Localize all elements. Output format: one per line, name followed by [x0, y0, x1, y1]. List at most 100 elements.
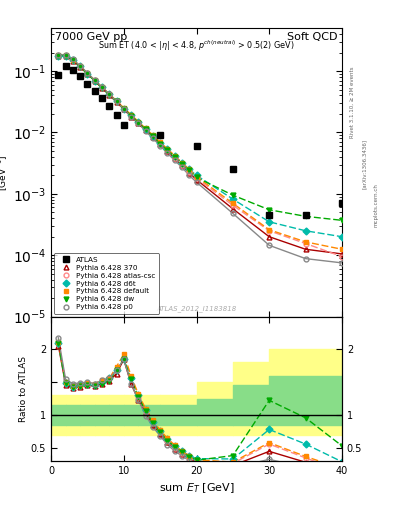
Pythia 6.428 atlas-csc: [56, 53, 61, 59]
Pythia 6.428 atlas-csc: [78, 63, 83, 70]
Pythia 6.428 370: [78, 64, 83, 70]
Pythia 6.428 p0: [78, 62, 83, 69]
Line: Pythia 6.428 atlas-csc: Pythia 6.428 atlas-csc: [56, 53, 344, 259]
Pythia 6.428 default: [267, 227, 272, 233]
Pythia 6.428 p0: [194, 179, 199, 185]
Text: Soft QCD: Soft QCD: [287, 32, 338, 42]
Pythia 6.428 dw: [231, 192, 235, 198]
Pythia 6.428 d6t: [180, 160, 184, 166]
Line: ATLAS: ATLAS: [55, 63, 345, 218]
Pythia 6.428 p0: [143, 128, 148, 134]
Pythia 6.428 default: [158, 139, 163, 145]
Pythia 6.428 p0: [129, 114, 134, 120]
Pythia 6.428 d6t: [107, 91, 112, 97]
Pythia 6.428 atlas-csc: [340, 253, 344, 260]
Pythia 6.428 d6t: [129, 112, 134, 118]
Pythia 6.428 370: [85, 71, 90, 77]
X-axis label: sum $E_T$ [GeV]: sum $E_T$ [GeV]: [159, 481, 234, 495]
Pythia 6.428 d6t: [121, 106, 126, 112]
Pythia 6.428 dw: [121, 106, 126, 112]
Pythia 6.428 370: [303, 246, 308, 252]
Y-axis label: $\frac{1}{N_{\rm evt}} \frac{d N_{\rm evt}}{d\,{\rm sum}\,E_T}$
[GeV$^{-1}$]: $\frac{1}{N_{\rm evt}} \frac{d N_{\rm ev…: [0, 152, 10, 193]
Pythia 6.428 dw: [71, 57, 75, 63]
Pythia 6.428 370: [63, 53, 68, 59]
Pythia 6.428 dw: [100, 85, 105, 91]
Pythia 6.428 atlas-csc: [165, 147, 170, 154]
Pythia 6.428 370: [71, 57, 75, 63]
Pythia 6.428 atlas-csc: [173, 155, 177, 161]
ATLAS: [194, 143, 199, 149]
Pythia 6.428 d6t: [340, 233, 344, 240]
Pythia 6.428 atlas-csc: [231, 202, 235, 208]
Pythia 6.428 p0: [121, 106, 126, 112]
ATLAS: [100, 95, 105, 101]
Pythia 6.428 p0: [136, 120, 141, 126]
Pythia 6.428 dw: [143, 126, 148, 133]
ATLAS: [121, 122, 126, 129]
Pythia 6.428 d6t: [71, 57, 75, 63]
Text: mcplots.cern.ch: mcplots.cern.ch: [373, 183, 378, 227]
Text: Rivet 3.1.10, ≥ 2M events: Rivet 3.1.10, ≥ 2M events: [350, 67, 355, 138]
Text: 7000 GeV pp: 7000 GeV pp: [55, 32, 128, 42]
Pythia 6.428 d6t: [267, 219, 272, 225]
Pythia 6.428 default: [303, 239, 308, 245]
Pythia 6.428 dw: [180, 161, 184, 167]
Pythia 6.428 atlas-csc: [63, 53, 68, 59]
Pythia 6.428 dw: [173, 154, 177, 160]
Pythia 6.428 default: [85, 70, 90, 76]
Pythia 6.428 d6t: [136, 119, 141, 125]
Pythia 6.428 p0: [107, 91, 112, 97]
Pythia 6.428 370: [56, 53, 61, 59]
Pythia 6.428 dw: [114, 98, 119, 104]
Pythia 6.428 dw: [187, 167, 192, 174]
Line: Pythia 6.428 d6t: Pythia 6.428 d6t: [56, 53, 344, 239]
Pythia 6.428 p0: [158, 142, 163, 148]
ATLAS: [63, 63, 68, 69]
Pythia 6.428 default: [143, 125, 148, 132]
Pythia 6.428 d6t: [100, 84, 105, 91]
Pythia 6.428 d6t: [231, 196, 235, 202]
Pythia 6.428 dw: [92, 78, 97, 84]
Pythia 6.428 370: [151, 134, 155, 140]
Pythia 6.428 default: [92, 77, 97, 83]
Pythia 6.428 default: [180, 160, 184, 166]
Pythia 6.428 atlas-csc: [143, 126, 148, 133]
Pythia 6.428 370: [187, 170, 192, 176]
Pythia 6.428 atlas-csc: [267, 228, 272, 234]
Pythia 6.428 atlas-csc: [303, 241, 308, 247]
Pythia 6.428 370: [100, 85, 105, 91]
Pythia 6.428 default: [129, 112, 134, 118]
Pythia 6.428 d6t: [187, 166, 192, 173]
Pythia 6.428 d6t: [303, 228, 308, 234]
Pythia 6.428 p0: [303, 255, 308, 262]
Pythia 6.428 370: [136, 120, 141, 126]
Pythia 6.428 dw: [107, 92, 112, 98]
Pythia 6.428 p0: [180, 164, 184, 170]
ATLAS: [107, 103, 112, 109]
Pythia 6.428 p0: [92, 77, 97, 83]
Line: Pythia 6.428 default: Pythia 6.428 default: [56, 53, 344, 252]
Pythia 6.428 dw: [303, 214, 308, 220]
Legend: ATLAS, Pythia 6.428 370, Pythia 6.428 atlas-csc, Pythia 6.428 d6t, Pythia 6.428 : ATLAS, Pythia 6.428 370, Pythia 6.428 at…: [54, 253, 159, 314]
Pythia 6.428 default: [187, 166, 192, 173]
Pythia 6.428 370: [121, 106, 126, 112]
Pythia 6.428 p0: [85, 70, 90, 76]
ATLAS: [56, 72, 61, 78]
Line: Pythia 6.428 370: Pythia 6.428 370: [56, 54, 344, 257]
Pythia 6.428 default: [56, 52, 61, 58]
Pythia 6.428 dw: [151, 134, 155, 140]
Pythia 6.428 p0: [114, 98, 119, 104]
Pythia 6.428 dw: [267, 207, 272, 213]
Text: [arXiv:1306.3436]: [arXiv:1306.3436]: [362, 139, 367, 189]
Text: ATLAS_2012_I1183818: ATLAS_2012_I1183818: [156, 306, 237, 312]
Pythia 6.428 default: [165, 146, 170, 152]
Pythia 6.428 default: [194, 174, 199, 180]
ATLAS: [92, 88, 97, 94]
Pythia 6.428 370: [143, 127, 148, 133]
Pythia 6.428 370: [165, 148, 170, 155]
ATLAS: [71, 67, 75, 73]
Pythia 6.428 370: [129, 114, 134, 120]
Pythia 6.428 default: [78, 63, 83, 69]
Pythia 6.428 atlas-csc: [121, 106, 126, 112]
Pythia 6.428 p0: [56, 52, 61, 58]
